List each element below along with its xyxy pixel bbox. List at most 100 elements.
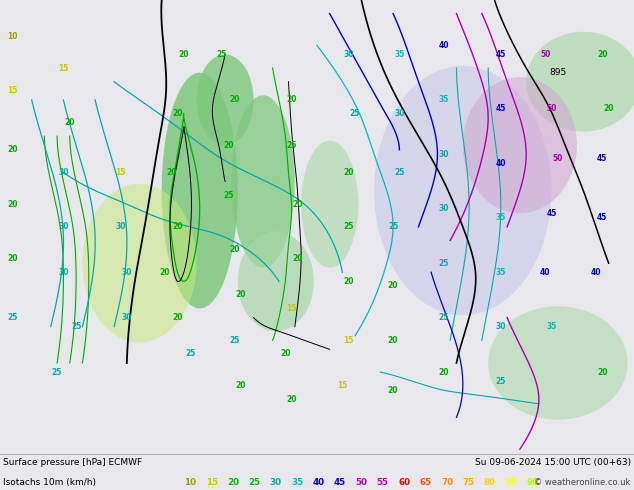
Text: 20: 20 bbox=[236, 381, 246, 390]
Text: 25: 25 bbox=[249, 478, 261, 487]
Text: 25: 25 bbox=[8, 313, 18, 322]
Text: 15: 15 bbox=[344, 336, 354, 345]
Text: 35: 35 bbox=[547, 322, 557, 331]
Text: 20: 20 bbox=[166, 168, 176, 177]
Text: 895: 895 bbox=[549, 68, 567, 77]
Text: 25: 25 bbox=[71, 322, 81, 331]
Text: 15: 15 bbox=[337, 381, 347, 390]
Ellipse shape bbox=[238, 231, 314, 331]
Text: 45: 45 bbox=[496, 104, 506, 113]
Text: 25: 25 bbox=[287, 141, 297, 150]
Text: 20: 20 bbox=[172, 222, 183, 231]
Ellipse shape bbox=[197, 54, 254, 145]
Ellipse shape bbox=[374, 66, 552, 316]
Text: 25: 25 bbox=[52, 368, 62, 377]
Text: 20: 20 bbox=[388, 386, 398, 395]
Text: 25: 25 bbox=[217, 50, 227, 59]
Text: 20: 20 bbox=[287, 395, 297, 404]
Text: 20: 20 bbox=[293, 200, 303, 209]
Text: 15: 15 bbox=[58, 64, 68, 73]
Text: 25: 25 bbox=[350, 109, 360, 118]
Text: 40: 40 bbox=[591, 268, 601, 277]
Text: 10: 10 bbox=[8, 32, 18, 41]
Ellipse shape bbox=[301, 141, 358, 268]
Text: 25: 25 bbox=[230, 336, 240, 345]
Text: 45: 45 bbox=[597, 154, 607, 163]
Text: 25: 25 bbox=[439, 259, 449, 268]
Ellipse shape bbox=[526, 32, 634, 132]
Text: 20: 20 bbox=[287, 96, 297, 104]
Text: 30: 30 bbox=[58, 222, 68, 231]
Text: 80: 80 bbox=[484, 478, 496, 487]
Text: 25: 25 bbox=[394, 168, 404, 177]
Text: 35: 35 bbox=[496, 213, 506, 222]
Text: 65: 65 bbox=[420, 478, 432, 487]
Text: 45: 45 bbox=[547, 209, 557, 218]
Text: 30: 30 bbox=[122, 268, 132, 277]
Text: 15: 15 bbox=[8, 86, 18, 95]
Ellipse shape bbox=[82, 184, 197, 343]
Text: 20: 20 bbox=[236, 291, 246, 299]
Text: 30: 30 bbox=[115, 222, 126, 231]
Text: 75: 75 bbox=[462, 478, 474, 487]
Text: 20: 20 bbox=[160, 268, 170, 277]
Text: 70: 70 bbox=[441, 478, 453, 487]
Text: 35: 35 bbox=[439, 96, 449, 104]
Text: 20: 20 bbox=[172, 313, 183, 322]
Ellipse shape bbox=[463, 77, 577, 213]
Text: 25: 25 bbox=[223, 191, 233, 199]
Text: 30: 30 bbox=[58, 168, 68, 177]
Text: 60: 60 bbox=[398, 478, 410, 487]
Text: 90: 90 bbox=[526, 478, 539, 487]
Text: Su 09-06-2024 15:00 UTC (00+63): Su 09-06-2024 15:00 UTC (00+63) bbox=[475, 458, 631, 467]
Text: 20: 20 bbox=[388, 336, 398, 345]
Text: Isotachs 10m (km/h): Isotachs 10m (km/h) bbox=[3, 478, 96, 487]
Text: 25: 25 bbox=[185, 349, 195, 358]
Text: 35: 35 bbox=[496, 268, 506, 277]
Text: 40: 40 bbox=[496, 159, 506, 168]
Text: 50: 50 bbox=[540, 50, 550, 59]
Text: 20: 20 bbox=[227, 478, 239, 487]
Text: 25: 25 bbox=[496, 377, 506, 386]
Text: © weatheronline.co.uk: © weatheronline.co.uk bbox=[534, 478, 631, 487]
Text: 50: 50 bbox=[547, 104, 557, 113]
Text: 25: 25 bbox=[439, 313, 449, 322]
Text: 20: 20 bbox=[8, 145, 18, 154]
Text: 40: 40 bbox=[439, 41, 449, 50]
Text: 30: 30 bbox=[439, 204, 449, 213]
Ellipse shape bbox=[488, 306, 628, 420]
Text: Surface pressure [hPa] ECMWF: Surface pressure [hPa] ECMWF bbox=[3, 458, 142, 467]
Text: 20: 20 bbox=[230, 245, 240, 254]
Text: 30: 30 bbox=[269, 478, 282, 487]
Text: 25: 25 bbox=[344, 222, 354, 231]
Text: 20: 20 bbox=[179, 50, 189, 59]
Text: 20: 20 bbox=[293, 254, 303, 263]
Text: 30: 30 bbox=[122, 313, 132, 322]
Text: 45: 45 bbox=[597, 213, 607, 222]
Text: 20: 20 bbox=[597, 50, 607, 59]
Text: 50: 50 bbox=[553, 154, 563, 163]
Text: 20: 20 bbox=[230, 96, 240, 104]
Text: 40: 40 bbox=[540, 268, 550, 277]
Text: 20: 20 bbox=[344, 277, 354, 286]
Text: 20: 20 bbox=[172, 109, 183, 118]
Text: 20: 20 bbox=[388, 281, 398, 291]
Ellipse shape bbox=[231, 95, 295, 268]
Text: 45: 45 bbox=[334, 478, 346, 487]
Text: 20: 20 bbox=[280, 349, 290, 358]
Text: 35: 35 bbox=[394, 50, 404, 59]
Text: 85: 85 bbox=[505, 478, 517, 487]
Text: 20: 20 bbox=[65, 118, 75, 127]
Text: 15: 15 bbox=[115, 168, 126, 177]
Text: 50: 50 bbox=[356, 478, 367, 487]
Text: 15: 15 bbox=[205, 478, 217, 487]
Text: 55: 55 bbox=[377, 478, 389, 487]
Text: 40: 40 bbox=[313, 478, 325, 487]
Text: 30: 30 bbox=[439, 150, 449, 159]
Text: 20: 20 bbox=[439, 368, 449, 377]
Text: 10: 10 bbox=[184, 478, 197, 487]
Text: 30: 30 bbox=[496, 322, 506, 331]
Text: 20: 20 bbox=[344, 168, 354, 177]
Text: 20: 20 bbox=[604, 104, 614, 113]
Text: 20: 20 bbox=[597, 368, 607, 377]
